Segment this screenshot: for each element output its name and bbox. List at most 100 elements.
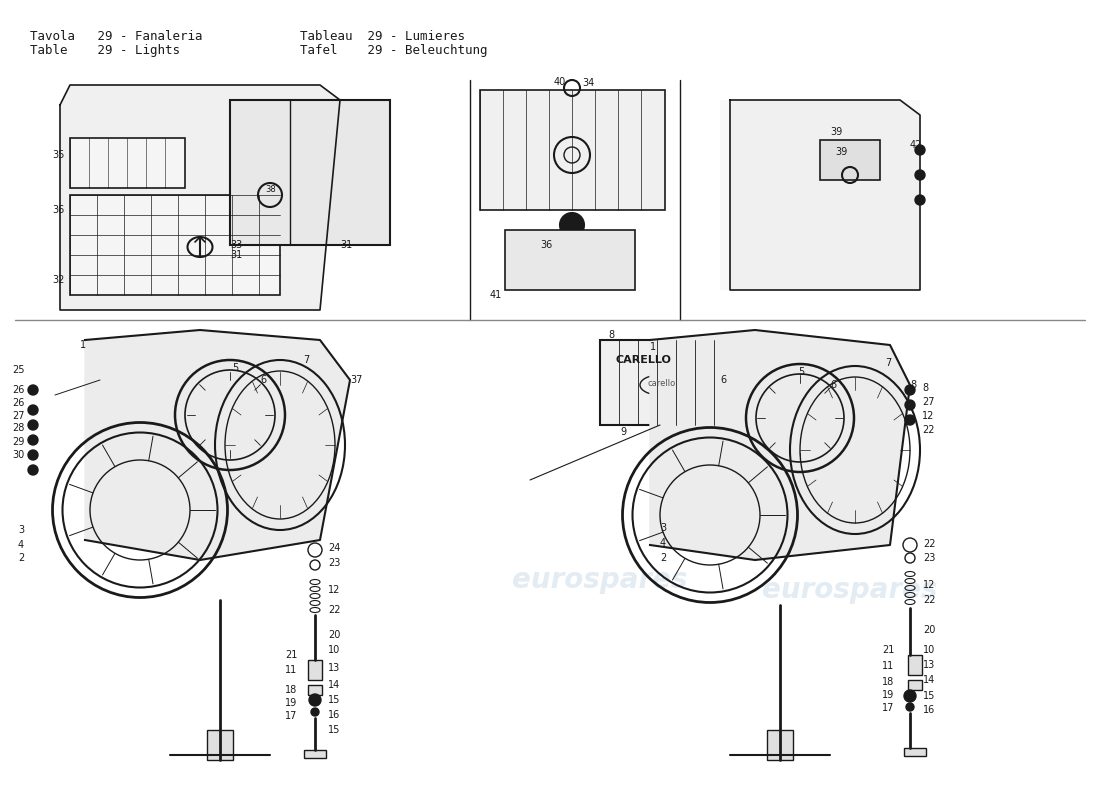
Text: 15: 15 [328, 725, 340, 735]
Text: 42: 42 [910, 140, 923, 150]
Text: 33: 33 [230, 240, 242, 250]
Circle shape [905, 385, 915, 395]
Bar [70, 138, 185, 188]
Text: 15: 15 [923, 691, 935, 701]
Text: 8: 8 [608, 330, 614, 340]
Text: 3: 3 [660, 523, 667, 533]
Bar [600, 340, 730, 425]
Text: 37: 37 [350, 375, 362, 385]
Text: 23: 23 [328, 558, 340, 568]
Bar [308, 660, 322, 680]
Bar [904, 748, 926, 756]
Text: Tableau  29 - Lumieres: Tableau 29 - Lumieres [300, 30, 465, 43]
Text: 6: 6 [720, 375, 726, 385]
Text: 2: 2 [660, 553, 667, 563]
Circle shape [309, 694, 321, 706]
Text: 36: 36 [540, 240, 552, 250]
Circle shape [915, 145, 925, 155]
Polygon shape [730, 100, 920, 290]
Text: 30: 30 [12, 450, 24, 460]
Bar [505, 230, 635, 290]
Text: 35: 35 [52, 150, 65, 160]
Bar [720, 100, 920, 290]
Text: 15: 15 [328, 695, 340, 705]
Text: 34: 34 [582, 78, 594, 88]
Text: 14: 14 [923, 675, 935, 685]
Circle shape [905, 415, 915, 425]
Bar [230, 100, 390, 245]
Text: 36: 36 [52, 205, 64, 215]
Text: 4: 4 [18, 540, 24, 550]
Text: 26: 26 [12, 385, 24, 395]
Circle shape [28, 465, 38, 475]
Text: 25: 25 [12, 365, 24, 375]
Text: 22: 22 [923, 539, 935, 549]
Text: 41: 41 [490, 290, 503, 300]
Text: 12: 12 [328, 585, 340, 595]
Circle shape [915, 170, 925, 180]
Circle shape [28, 435, 38, 445]
Text: 21: 21 [882, 645, 894, 655]
Text: 27: 27 [12, 411, 24, 421]
Text: 21: 21 [285, 650, 297, 660]
Text: eurospares: eurospares [513, 566, 688, 594]
Text: 1: 1 [80, 340, 86, 350]
Text: 1: 1 [650, 342, 656, 352]
Text: 24: 24 [328, 543, 340, 553]
Text: eurospares: eurospares [762, 576, 937, 604]
Text: 9: 9 [620, 427, 626, 437]
Circle shape [560, 213, 584, 237]
Text: 12: 12 [922, 411, 934, 421]
Circle shape [28, 385, 38, 395]
Text: 22: 22 [923, 595, 935, 605]
Bar [480, 90, 666, 210]
Text: 11: 11 [285, 665, 297, 675]
Text: 20: 20 [923, 625, 935, 635]
Polygon shape [650, 330, 910, 560]
Circle shape [28, 405, 38, 415]
Text: 18: 18 [882, 677, 894, 687]
Text: 17: 17 [285, 711, 297, 721]
Text: 5: 5 [798, 367, 804, 377]
Text: 40: 40 [554, 77, 566, 87]
Bar [767, 730, 793, 760]
Text: 14: 14 [328, 680, 340, 690]
Text: 22: 22 [922, 425, 935, 435]
Text: 10: 10 [328, 645, 340, 655]
Text: 7: 7 [886, 358, 891, 368]
Text: 38: 38 [265, 186, 276, 194]
Text: 31: 31 [230, 250, 242, 260]
Text: 8: 8 [922, 383, 928, 393]
Text: 19: 19 [285, 698, 297, 708]
Bar [207, 730, 233, 760]
Text: 4: 4 [660, 538, 667, 548]
Bar [70, 195, 280, 295]
Text: Table    29 - Lights: Table 29 - Lights [30, 44, 180, 57]
Text: 7: 7 [302, 355, 309, 365]
Text: 20: 20 [328, 630, 340, 640]
Text: 22: 22 [328, 605, 341, 615]
Text: 6: 6 [260, 375, 266, 385]
Text: Tavola   29 - Fanaleria: Tavola 29 - Fanaleria [30, 30, 202, 43]
Circle shape [311, 708, 319, 716]
Text: 16: 16 [328, 710, 340, 720]
Text: 6: 6 [830, 380, 836, 390]
Text: 12: 12 [923, 580, 935, 590]
Text: 26: 26 [12, 398, 24, 408]
Circle shape [906, 703, 914, 711]
Text: 13: 13 [328, 663, 340, 673]
Bar [908, 680, 922, 690]
Text: 17: 17 [882, 703, 894, 713]
Text: 11: 11 [882, 661, 894, 671]
Text: 23: 23 [923, 553, 935, 563]
Text: 27: 27 [922, 397, 935, 407]
Text: 28: 28 [12, 423, 24, 433]
Text: 13: 13 [923, 660, 935, 670]
Polygon shape [85, 330, 350, 560]
Circle shape [28, 450, 38, 460]
Text: 32: 32 [52, 275, 65, 285]
Text: 10: 10 [923, 645, 935, 655]
Polygon shape [60, 85, 340, 310]
Text: 39: 39 [830, 127, 843, 137]
Circle shape [905, 400, 915, 410]
